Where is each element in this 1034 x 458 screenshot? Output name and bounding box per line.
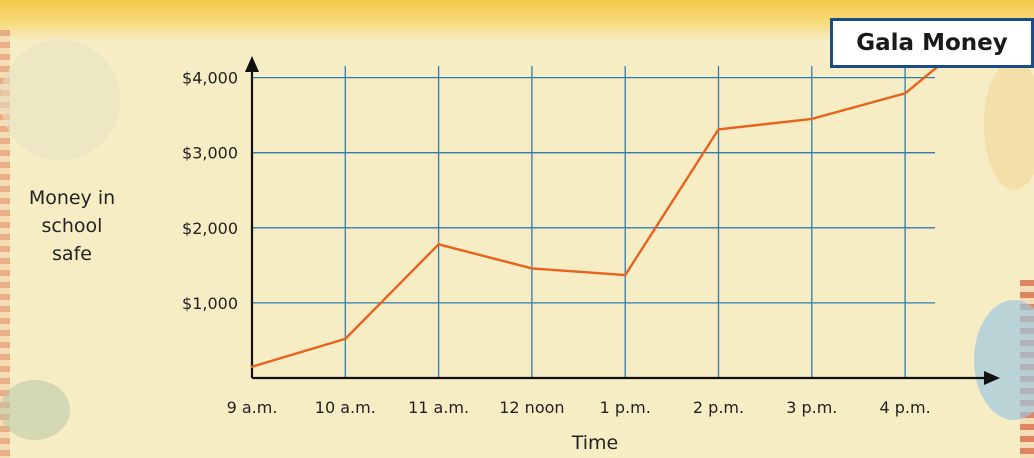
data-point <box>903 92 907 95</box>
data-point <box>810 117 813 121</box>
chart-title: Gala Money <box>856 30 1008 56</box>
x-axis-label: Time <box>571 432 619 454</box>
x-tick-label: 12 noon <box>499 398 564 417</box>
data-point <box>717 128 720 131</box>
y-tick-label: $4,000 <box>182 69 238 88</box>
chart-axes <box>245 56 1000 385</box>
decorative-illustration-left-bottom <box>0 380 70 440</box>
x-tick-label: 4 p.m. <box>880 398 931 417</box>
data-point <box>344 337 347 341</box>
x-tick-label: 11 a.m. <box>408 398 469 417</box>
decorative-illustration-right-top <box>984 60 1034 190</box>
x-tick-label: 10 a.m. <box>315 398 376 417</box>
x-tick-label: 2 p.m. <box>693 398 744 417</box>
y-tick-labels: $1,000 $2,000 $3,000 $4,000 <box>182 69 238 313</box>
y-axis-arrow <box>245 56 259 72</box>
x-tick-label: 9 a.m. <box>227 398 278 417</box>
y-tick-label: $2,000 <box>182 219 238 238</box>
decorative-illustration-left <box>0 40 120 160</box>
x-tick-labels: 9 a.m. 10 a.m. 11 a.m. 12 noon 1 p.m. 2 p.m. 3… <box>227 398 931 417</box>
data-point <box>250 365 254 368</box>
data-point <box>437 243 440 246</box>
y-tick-label: $1,000 <box>182 294 238 313</box>
y-tick-label: $3,000 <box>182 144 238 163</box>
data-point <box>530 267 534 270</box>
chart-series <box>250 57 949 368</box>
x-tick-label: 3 p.m. <box>786 398 837 417</box>
series-line <box>250 57 949 368</box>
chart-title-box: Gala Money <box>830 18 1034 68</box>
decorative-illustration-right <box>974 300 1034 420</box>
y-axis-label: Money in school safe <box>28 187 116 265</box>
x-tick-label: 1 p.m. <box>600 398 651 417</box>
decorative-border-left <box>0 30 10 458</box>
x-axis-arrow <box>984 371 1000 385</box>
data-point <box>624 273 627 277</box>
